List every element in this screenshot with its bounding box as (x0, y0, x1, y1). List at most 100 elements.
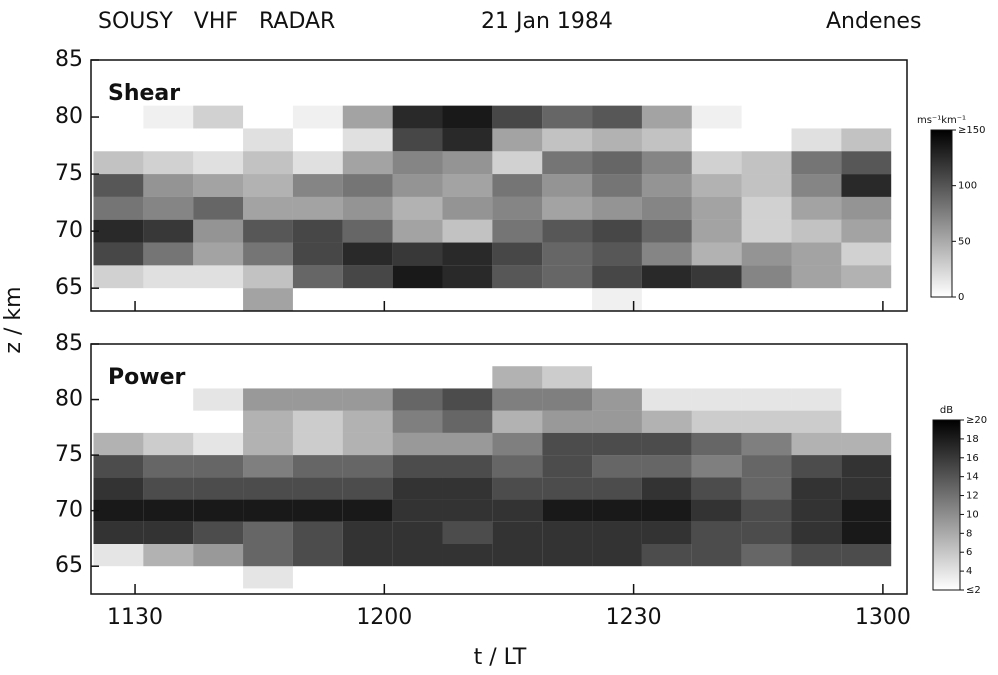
cell (542, 128, 593, 152)
cell (691, 455, 742, 478)
cell (243, 432, 293, 456)
cell (841, 477, 892, 500)
cell (442, 544, 493, 567)
cell (392, 544, 443, 567)
cell (442, 219, 493, 243)
cell (342, 499, 393, 522)
y-tick-label: 80 (55, 104, 83, 129)
cell (193, 521, 244, 544)
cell (791, 219, 842, 243)
cell (93, 265, 144, 289)
cell (641, 105, 692, 129)
cell (292, 410, 343, 433)
cell (641, 242, 692, 266)
y-tick-label: 70 (55, 498, 83, 523)
cell (193, 455, 244, 478)
cell (93, 499, 144, 522)
cell (641, 499, 692, 522)
cell (691, 388, 742, 411)
cell (791, 566, 841, 588)
cell (492, 455, 543, 478)
cell (93, 521, 144, 544)
cell (841, 106, 891, 129)
cell (592, 196, 642, 220)
colorbar (932, 419, 961, 591)
cell (193, 477, 244, 500)
cell (343, 566, 393, 588)
cell (193, 196, 244, 220)
cell (143, 196, 194, 220)
cell (93, 151, 144, 175)
cell (741, 477, 792, 500)
cell (243, 265, 293, 289)
cell (143, 521, 194, 544)
cell (442, 196, 493, 220)
cell (392, 410, 443, 433)
cell (542, 410, 593, 433)
cell (193, 151, 244, 175)
cell (741, 388, 792, 411)
cell (641, 521, 692, 544)
cell (193, 174, 244, 197)
cell (342, 219, 393, 243)
cell (542, 499, 593, 522)
cell (93, 566, 143, 588)
cell (741, 521, 792, 544)
cell (193, 388, 244, 411)
heatmap (93, 105, 892, 311)
cell (392, 105, 443, 129)
cell (93, 106, 143, 129)
cell (592, 566, 642, 588)
cell (292, 432, 343, 456)
cell (93, 388, 143, 410)
cell (592, 432, 642, 456)
cell (442, 521, 493, 544)
cell (791, 174, 842, 197)
cell (243, 288, 293, 311)
cell (841, 174, 892, 197)
cell (492, 477, 543, 500)
cell (342, 105, 393, 129)
cell (542, 388, 593, 411)
cell (143, 242, 194, 266)
cell (193, 265, 244, 289)
cell (342, 174, 393, 197)
cell (243, 366, 293, 388)
colorbar-tick-label: 18 (966, 434, 979, 445)
cell (641, 265, 692, 289)
cell (93, 477, 144, 500)
cell (542, 477, 593, 500)
x-tick-label: 1230 (606, 605, 662, 630)
cell (592, 151, 642, 175)
y-tick-label: 85 (55, 47, 83, 72)
cell (342, 521, 393, 544)
cell (93, 432, 144, 456)
cell (492, 410, 543, 433)
cell (691, 499, 742, 522)
cell (741, 174, 792, 197)
heatmap (93, 366, 892, 589)
cell (641, 410, 692, 433)
colorbar-tick-label: 100 (958, 181, 977, 192)
cell (243, 410, 293, 433)
cell (542, 174, 593, 197)
cell (691, 242, 742, 266)
cell (392, 242, 443, 266)
cell (193, 432, 244, 456)
colorbar-tick-label: 8 (966, 528, 972, 539)
cell (592, 242, 642, 266)
y-axis-label: z / km (1, 286, 26, 353)
cell (93, 128, 143, 151)
cell (492, 499, 543, 522)
cell (392, 388, 443, 411)
cell (592, 455, 642, 478)
cell (392, 151, 443, 175)
cell (492, 521, 543, 544)
cell (691, 219, 742, 243)
colorbar (930, 129, 953, 298)
cell (841, 544, 892, 567)
cell (741, 544, 792, 567)
y-tick-label: 75 (55, 161, 83, 186)
cell (841, 388, 891, 410)
cell (691, 432, 742, 456)
